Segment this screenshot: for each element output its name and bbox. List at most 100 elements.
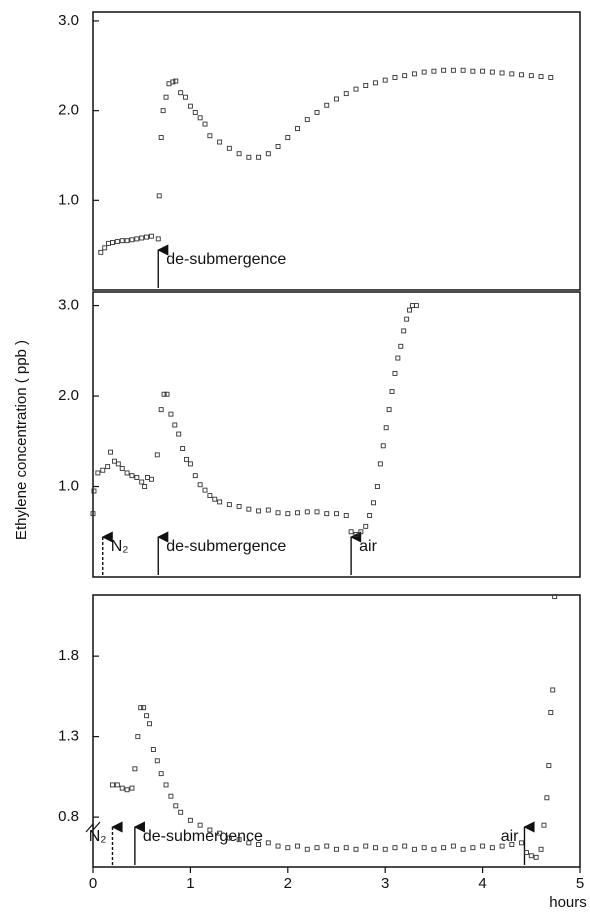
data-point bbox=[129, 785, 135, 791]
data-point bbox=[431, 846, 437, 852]
data-point bbox=[226, 502, 232, 508]
data-point bbox=[367, 513, 373, 518]
data-point bbox=[392, 75, 398, 80]
data-point bbox=[135, 734, 141, 740]
data-point bbox=[275, 843, 281, 849]
data-point bbox=[226, 835, 232, 841]
data-point bbox=[314, 845, 320, 851]
data-point bbox=[160, 108, 166, 114]
data-point bbox=[441, 67, 447, 73]
panel-frame bbox=[92, 291, 581, 578]
data-point bbox=[363, 843, 369, 849]
data-point bbox=[154, 452, 160, 458]
panel-frame bbox=[92, 594, 581, 868]
annotation-label: de-submergence bbox=[166, 538, 286, 555]
y-tick-label: 1.0 bbox=[58, 191, 79, 208]
data-point bbox=[431, 68, 437, 74]
data-point bbox=[304, 117, 310, 123]
data-point bbox=[343, 513, 349, 518]
x-tick-label: 2 bbox=[284, 875, 292, 892]
data-point bbox=[236, 151, 242, 157]
data-point bbox=[163, 782, 169, 788]
data-point bbox=[499, 70, 505, 76]
data-point bbox=[173, 78, 179, 84]
data-point bbox=[460, 846, 466, 852]
data-point bbox=[124, 787, 130, 793]
data-point bbox=[236, 837, 242, 843]
annotation-label: de-submergence bbox=[143, 828, 263, 845]
data-point bbox=[115, 461, 121, 467]
data-point bbox=[138, 705, 144, 711]
data-point bbox=[163, 94, 169, 100]
data-point bbox=[460, 67, 466, 73]
data-point bbox=[110, 782, 115, 788]
annotation-label: air bbox=[359, 538, 377, 555]
data-point bbox=[386, 407, 392, 413]
data-point bbox=[158, 771, 164, 777]
data-point bbox=[164, 391, 170, 397]
data-point bbox=[528, 73, 534, 79]
data-point bbox=[256, 508, 262, 514]
data-point bbox=[207, 827, 213, 833]
data-point bbox=[111, 458, 117, 464]
data-point bbox=[197, 482, 203, 488]
data-point bbox=[548, 710, 554, 715]
data-point bbox=[343, 91, 349, 97]
data-point bbox=[187, 817, 193, 823]
data-point bbox=[217, 830, 223, 836]
data-point bbox=[519, 72, 525, 78]
y-tick-label: 2.0 bbox=[58, 102, 79, 119]
data-point bbox=[275, 144, 281, 149]
annotation-label: N₂ bbox=[111, 538, 129, 555]
data-point bbox=[265, 507, 271, 513]
data-point bbox=[132, 766, 138, 772]
data-point bbox=[398, 343, 404, 349]
x-tick-label: 4 bbox=[478, 875, 486, 892]
data-point bbox=[373, 845, 378, 851]
data-point bbox=[489, 845, 495, 851]
data-point bbox=[377, 461, 383, 467]
data-point bbox=[395, 355, 401, 361]
data-point bbox=[124, 238, 130, 244]
data-point bbox=[161, 391, 167, 397]
data-point bbox=[246, 506, 252, 512]
data-point bbox=[166, 81, 172, 87]
x-tick-label: 5 bbox=[576, 875, 584, 892]
data-point bbox=[548, 75, 554, 80]
annotation-label: de-submergence bbox=[166, 251, 286, 268]
data-point bbox=[197, 115, 203, 121]
data-point bbox=[373, 80, 378, 86]
data-point bbox=[304, 846, 310, 852]
data-point bbox=[168, 411, 174, 417]
data-point bbox=[470, 845, 476, 851]
data-point bbox=[110, 240, 115, 245]
data-point bbox=[450, 843, 456, 849]
data-point bbox=[334, 96, 339, 102]
data-point bbox=[184, 456, 189, 462]
data-point bbox=[158, 407, 164, 413]
data-point bbox=[353, 86, 359, 92]
y-tick-label: 2.0 bbox=[58, 387, 79, 404]
data-point bbox=[202, 487, 208, 493]
data-point bbox=[421, 69, 427, 75]
data-point bbox=[363, 523, 369, 529]
data-point bbox=[470, 68, 476, 74]
data-point bbox=[124, 470, 130, 476]
data-point bbox=[102, 245, 108, 251]
data-point bbox=[380, 443, 386, 449]
data-point bbox=[295, 843, 300, 849]
data-point bbox=[150, 747, 156, 752]
data-point bbox=[295, 510, 300, 516]
data-point bbox=[413, 303, 419, 309]
data-point bbox=[144, 234, 150, 240]
data-point bbox=[212, 496, 218, 502]
data-point bbox=[314, 509, 320, 515]
data-point bbox=[343, 845, 349, 851]
data-point bbox=[392, 370, 398, 376]
data-point bbox=[353, 846, 359, 852]
data-point bbox=[100, 467, 106, 473]
data-point bbox=[119, 465, 125, 471]
y-tick-label: 1.0 bbox=[58, 477, 79, 494]
annotation-label: air bbox=[501, 828, 519, 845]
